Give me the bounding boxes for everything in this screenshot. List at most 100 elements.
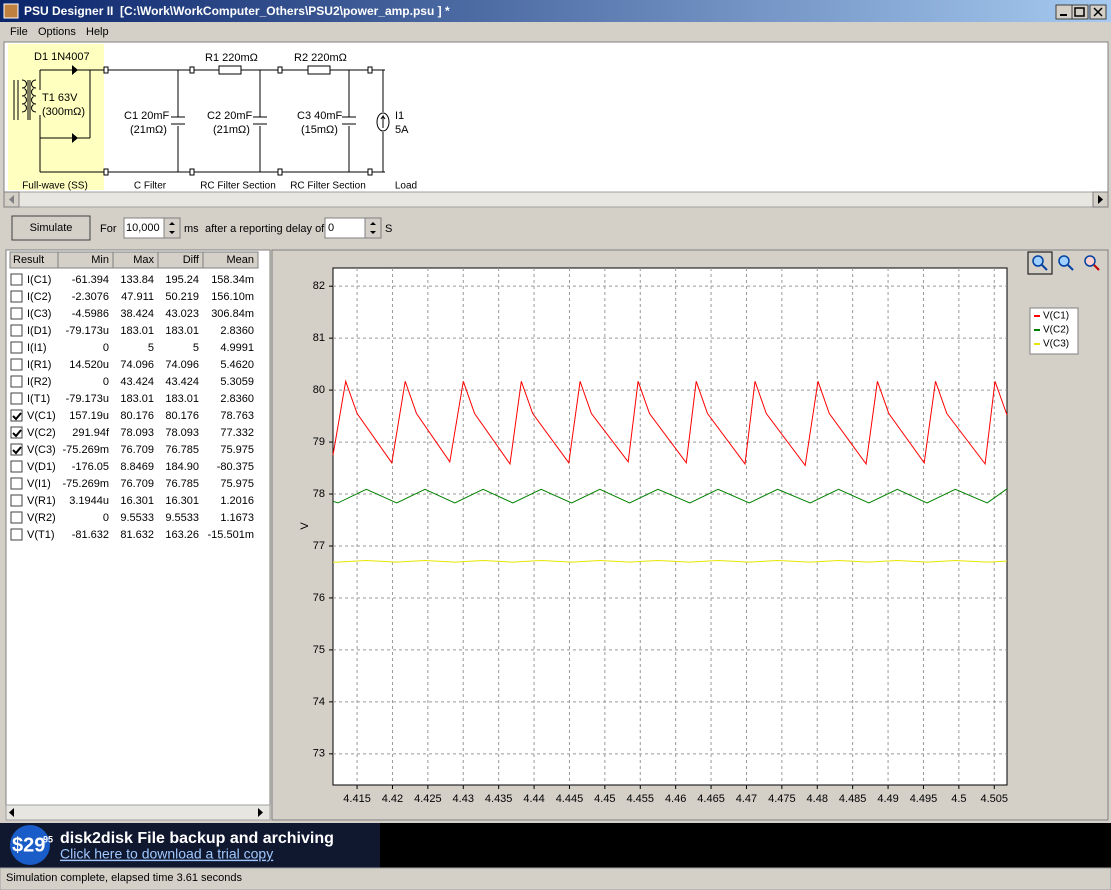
column-header-label: Result bbox=[13, 254, 44, 266]
result-max: 74.096 bbox=[120, 359, 154, 371]
checkbox[interactable] bbox=[10, 426, 23, 439]
result-min: -79.173u bbox=[66, 325, 109, 337]
window-title: PSU Designer II [C:\Work\WorkComputer_Ot… bbox=[24, 4, 450, 18]
checkbox[interactable] bbox=[10, 290, 23, 303]
column-header[interactable] bbox=[202, 251, 259, 269]
y-axis-label: V bbox=[299, 522, 311, 530]
x-tick-label: 4.415 bbox=[343, 793, 371, 805]
table-scrollbar[interactable] bbox=[5, 804, 271, 821]
input-value: 10,000 bbox=[126, 222, 160, 234]
menu-item[interactable]: File bbox=[10, 26, 28, 38]
result-name: I(R2) bbox=[27, 376, 51, 388]
checkbox[interactable] bbox=[10, 324, 23, 337]
result-name: I(C3) bbox=[27, 308, 51, 320]
component-label: C2 20mF bbox=[207, 110, 253, 122]
result-diff: 183.01 bbox=[165, 393, 199, 405]
spinner[interactable] bbox=[364, 217, 382, 239]
x-tick-label: 4.5 bbox=[951, 793, 966, 805]
result-diff: 76.785 bbox=[165, 444, 199, 456]
legend-label: V(C1) bbox=[1043, 311, 1069, 322]
result-diff: 163.26 bbox=[165, 529, 199, 541]
result-diff: 43.023 bbox=[165, 308, 199, 320]
checkbox[interactable] bbox=[10, 460, 23, 473]
result-mean: 78.763 bbox=[220, 410, 254, 422]
minimize-button[interactable] bbox=[1055, 4, 1073, 20]
result-min: 291.94f bbox=[72, 427, 110, 439]
result-max: 78.093 bbox=[120, 427, 154, 439]
y-tick-label: 77 bbox=[313, 540, 325, 552]
result-min: -79.173u bbox=[66, 393, 109, 405]
status-text: Simulation complete, elapsed time 3.61 s… bbox=[6, 872, 243, 884]
result-mean: 4.9991 bbox=[220, 342, 254, 354]
component-label: (21mΩ) bbox=[130, 124, 167, 136]
button-label: Simulate bbox=[30, 222, 73, 234]
result-diff: 16.301 bbox=[165, 495, 199, 507]
component-label: 5A bbox=[395, 124, 409, 136]
simulate-button[interactable] bbox=[11, 215, 91, 241]
result-name: I(C1) bbox=[27, 274, 51, 286]
result-max: 80.176 bbox=[120, 410, 154, 422]
checkbox[interactable] bbox=[10, 477, 23, 490]
result-name: V(C2) bbox=[27, 427, 56, 439]
result-max: 38.424 bbox=[120, 308, 154, 320]
result-max: 183.01 bbox=[120, 325, 154, 337]
checkbox[interactable] bbox=[10, 341, 23, 354]
checkbox[interactable] bbox=[10, 307, 23, 320]
component-label: C1 20mF bbox=[124, 110, 170, 122]
checkbox[interactable] bbox=[10, 443, 23, 456]
result-min: 0 bbox=[103, 376, 109, 388]
result-diff: 183.01 bbox=[165, 325, 199, 337]
result-max: 43.424 bbox=[120, 376, 154, 388]
series-line bbox=[332, 488, 1008, 504]
price: $29 bbox=[12, 834, 45, 856]
label: after a reporting delay of bbox=[205, 223, 325, 235]
result-diff: 195.24 bbox=[165, 274, 199, 286]
y-tick-label: 80 bbox=[313, 384, 325, 396]
result-max: 183.01 bbox=[120, 393, 154, 405]
result-min: -4.5986 bbox=[72, 308, 109, 320]
result-mean: 5.3059 bbox=[220, 376, 254, 388]
result-mean: 2.8360 bbox=[220, 325, 254, 337]
result-max: 76.709 bbox=[120, 444, 154, 456]
checkbox[interactable] bbox=[10, 392, 23, 405]
spinner[interactable] bbox=[163, 217, 181, 239]
checkbox[interactable] bbox=[10, 273, 23, 286]
checkbox[interactable] bbox=[10, 511, 23, 524]
checkbox[interactable] bbox=[10, 375, 23, 388]
menu-item[interactable]: Options bbox=[38, 26, 76, 38]
component-label: (21mΩ) bbox=[213, 124, 250, 136]
price-cents: 95 bbox=[43, 834, 53, 844]
menu-item[interactable]: Help bbox=[86, 26, 109, 38]
result-name: V(R1) bbox=[27, 495, 56, 507]
x-tick-label: 4.42 bbox=[382, 793, 403, 805]
plot-area bbox=[332, 267, 1008, 786]
scrollbar[interactable] bbox=[3, 191, 1109, 208]
result-diff: 76.785 bbox=[165, 478, 199, 490]
checkbox[interactable] bbox=[10, 528, 23, 541]
ad-link[interactable]: Click here to download a trial copy bbox=[60, 846, 273, 862]
section-label: Full-wave (SS) bbox=[22, 181, 88, 192]
status-bar bbox=[0, 867, 1111, 890]
result-min: -61.394 bbox=[72, 274, 109, 286]
result-name: V(C1) bbox=[27, 410, 56, 422]
result-max: 76.709 bbox=[120, 478, 154, 490]
result-min: -75.269m bbox=[63, 478, 109, 490]
result-mean: 1.1673 bbox=[220, 512, 254, 524]
column-header-label: Mean bbox=[226, 254, 254, 266]
x-tick-label: 4.425 bbox=[414, 793, 442, 805]
component-label: C3 40mF bbox=[297, 110, 343, 122]
result-mean: 75.975 bbox=[220, 478, 254, 490]
y-tick-label: 76 bbox=[313, 592, 325, 604]
price-badge bbox=[10, 825, 50, 865]
result-mean: -80.375 bbox=[217, 461, 254, 473]
zoom-tools bbox=[1027, 251, 1104, 275]
result-name: V(D1) bbox=[27, 461, 56, 473]
checkbox[interactable] bbox=[10, 409, 23, 422]
result-diff: 184.90 bbox=[165, 461, 199, 473]
checkbox[interactable] bbox=[10, 358, 23, 371]
series-line bbox=[332, 379, 1008, 467]
checkbox[interactable] bbox=[10, 494, 23, 507]
result-mean: 2.8360 bbox=[220, 393, 254, 405]
schematic-wires bbox=[13, 65, 390, 176]
result-mean: 77.332 bbox=[220, 427, 254, 439]
